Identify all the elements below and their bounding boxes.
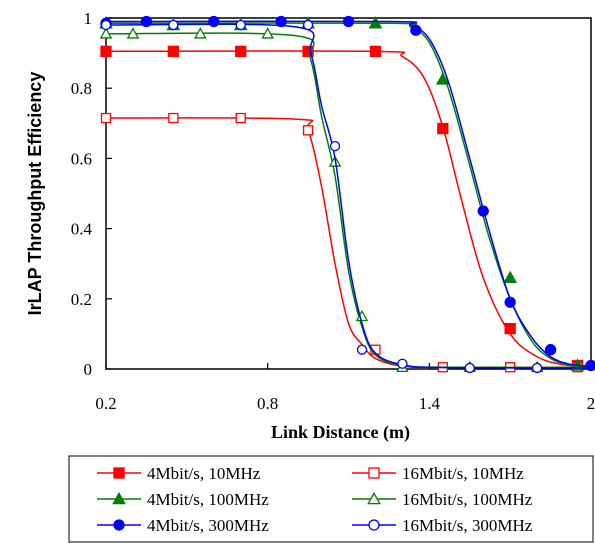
data-point (369, 45, 382, 57)
data-point (544, 344, 557, 356)
data-point (368, 16, 383, 29)
legend-label: 4Mbit/s, 300MHz (147, 516, 269, 535)
data-point (235, 112, 246, 124)
series-2 (99, 16, 592, 371)
legend-label: 4Mbit/s, 100MHz (147, 490, 269, 509)
data-point (235, 19, 246, 31)
y-tick-label: 0.6 (71, 149, 92, 168)
legend-marker (113, 467, 125, 479)
y-tick-label: 0.4 (71, 220, 93, 239)
data-point (302, 19, 314, 31)
data-point (100, 112, 112, 124)
data-point (356, 344, 368, 355)
series (99, 15, 595, 374)
series-5 (100, 19, 592, 374)
legend-label: 16Mbit/s, 100MHz (402, 490, 533, 509)
data-point (504, 322, 516, 335)
data-point (342, 15, 355, 28)
series-line (105, 117, 592, 369)
legend-item: 16Mbit/s, 300MHz (352, 516, 533, 535)
data-point (126, 27, 140, 39)
data-point (503, 270, 518, 283)
data-point (100, 19, 112, 31)
x-tick-label: 2 (587, 394, 595, 413)
data-point (261, 27, 274, 39)
legend-marker (367, 491, 381, 505)
x-tick-label: 0.8 (257, 394, 278, 413)
legend-item: 4Mbit/s, 10MHz (97, 464, 261, 483)
legend-marker (368, 519, 380, 531)
series-3 (99, 27, 592, 373)
legend-label: 16Mbit/s, 300MHz (402, 516, 533, 535)
y-tick-label: 0.8 (71, 79, 92, 98)
data-point (477, 205, 489, 217)
series-4 (100, 15, 595, 372)
data-point (329, 140, 341, 152)
legend-item: 16Mbit/s, 10MHz (352, 464, 524, 483)
series-line (105, 22, 592, 367)
series-0 (100, 45, 592, 372)
data-point (585, 359, 595, 372)
data-point (504, 296, 516, 308)
legend-label: 4Mbit/s, 10MHz (147, 464, 261, 483)
legend-item: 4Mbit/s, 100MHz (97, 490, 269, 509)
data-point (302, 45, 314, 57)
ticks: 00.20.40.60.810.2 0.8 1.4 2 (71, 9, 595, 413)
legend-item: 4Mbit/s, 300MHz (97, 516, 269, 535)
data-point (410, 24, 422, 36)
legend-label: 16Mbit/s, 10MHz (402, 464, 524, 483)
series-line (105, 50, 592, 367)
legend-marker (112, 491, 126, 505)
data-point (168, 19, 179, 31)
legend-box (68, 455, 594, 543)
y-tick-label: 0 (84, 360, 93, 379)
legend-marker (368, 467, 380, 479)
data-point (167, 45, 180, 57)
data-point (235, 45, 247, 57)
data-point (194, 27, 207, 39)
legend-marker (113, 519, 125, 531)
data-point (100, 45, 112, 57)
data-point (397, 358, 408, 369)
series-line (105, 20, 592, 367)
data-point (531, 362, 543, 374)
y-tick-label: 1 (84, 9, 93, 28)
data-point (99, 27, 113, 39)
data-point (437, 122, 449, 135)
x-axis-label: Link Distance (m) (271, 422, 410, 443)
data-point (275, 15, 287, 28)
x-tick-label: 1.4 (419, 394, 441, 413)
data-point (168, 112, 179, 124)
series-line (105, 23, 592, 369)
x-tick-label: 0.2 (95, 394, 116, 413)
data-point (464, 362, 475, 374)
data-point (302, 125, 314, 136)
y-axis-label: IrLAP Throughput Efficiency (25, 72, 45, 316)
legend: 4Mbit/s, 10MHz 16Mbit/s, 10MHz 4Mbit/s, 10… (68, 455, 594, 543)
y-tick-label: 0.2 (71, 290, 92, 309)
data-point (435, 72, 450, 85)
legend-item: 16Mbit/s, 100MHz (352, 490, 533, 509)
